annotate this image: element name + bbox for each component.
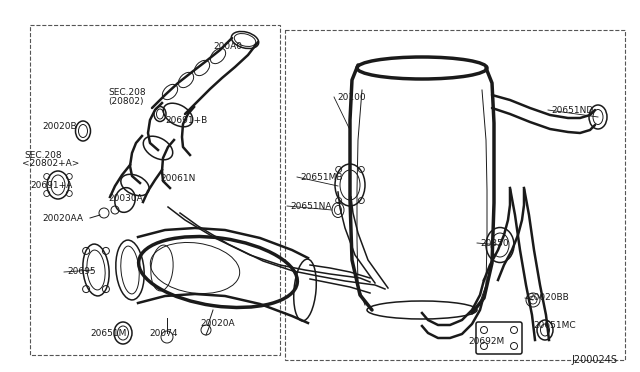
Text: 20651NA: 20651NA — [290, 202, 332, 211]
Text: 20651MB: 20651MB — [300, 173, 342, 182]
Text: 20030A: 20030A — [108, 193, 143, 202]
Text: 20350: 20350 — [480, 238, 509, 247]
Text: 20651ND: 20651ND — [551, 106, 593, 115]
Text: 20695: 20695 — [67, 267, 95, 276]
Text: SEC.208: SEC.208 — [24, 151, 61, 160]
Text: 20074: 20074 — [149, 330, 177, 339]
Text: (20802): (20802) — [108, 96, 143, 106]
Text: 20020BB: 20020BB — [528, 294, 569, 302]
Text: 20651M: 20651M — [90, 330, 126, 339]
Text: 20020A: 20020A — [200, 318, 235, 327]
Text: 20100: 20100 — [337, 93, 365, 102]
Text: 20691+B: 20691+B — [165, 115, 207, 125]
Text: SEC.208: SEC.208 — [108, 87, 146, 96]
Text: 20020AA: 20020AA — [42, 214, 83, 222]
Text: 200A0: 200A0 — [213, 42, 242, 51]
Text: 20020B: 20020B — [42, 122, 77, 131]
Text: 20061N: 20061N — [160, 173, 195, 183]
Text: J200024S: J200024S — [571, 355, 617, 365]
Text: 20692M: 20692M — [468, 337, 504, 346]
Text: 20691+A: 20691+A — [30, 180, 72, 189]
Text: <20802+A>: <20802+A> — [22, 158, 79, 167]
Text: 20651MC: 20651MC — [533, 321, 575, 330]
